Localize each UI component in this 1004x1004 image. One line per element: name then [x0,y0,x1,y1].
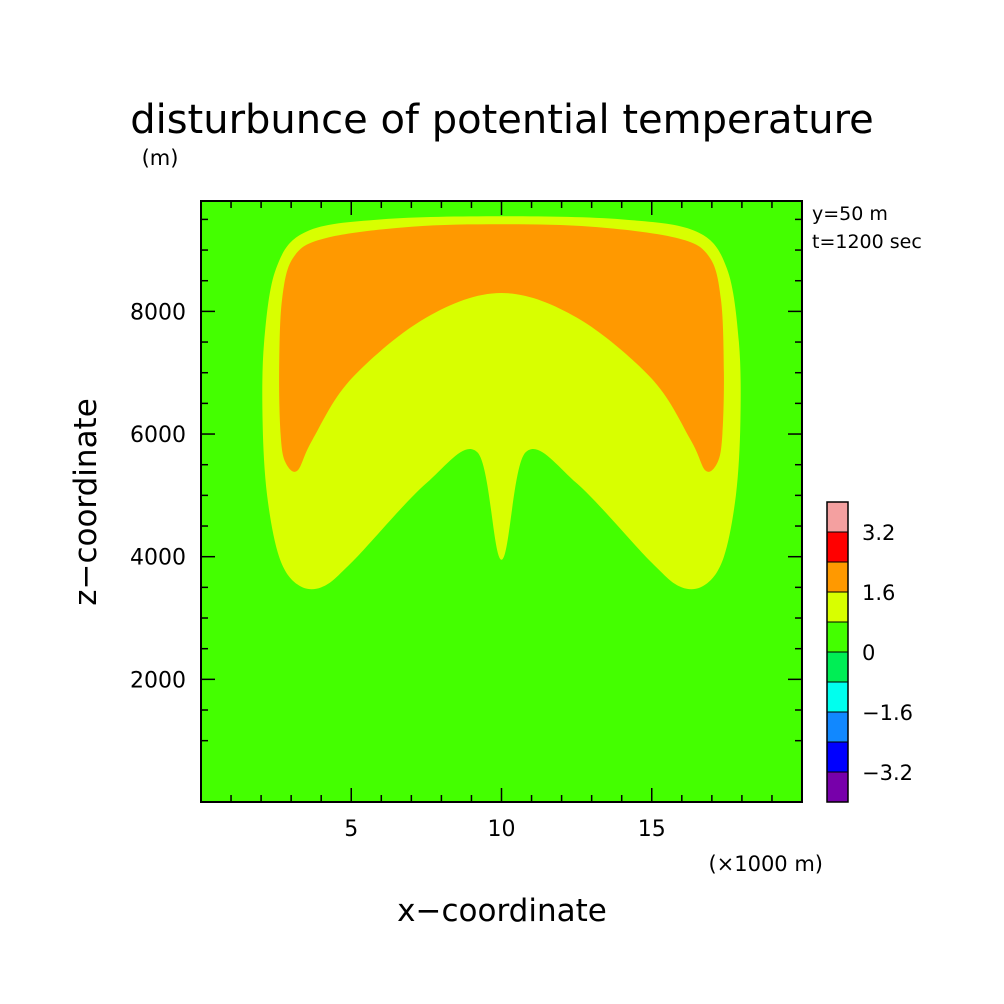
unit-label: (m) [142,146,179,170]
y-axis-label: z−coordinate [68,398,104,606]
x-tick-label: 10 [488,817,516,842]
colorbar-swatch [826,741,849,773]
plot-area [201,201,802,802]
x-tick-label: 15 [638,817,666,842]
colorbar-swatch [826,501,849,533]
colorbar-swatch [826,561,849,593]
colorbar-swatch [826,711,849,743]
colorbar-swatch [826,591,849,623]
colorbar [826,501,849,803]
colorbar-label: −3.2 [862,761,913,785]
y-tick-label: 6000 [130,423,186,448]
x-tick-label: 5 [344,817,358,842]
colorbar-swatch [826,531,849,563]
y-tick-label: 4000 [130,546,186,571]
y-tick-label: 8000 [130,300,186,325]
chart-title: disturbunce of potential temperature [130,97,874,143]
colorbar-label: 1.6 [862,581,895,605]
colorbar-label: 0 [862,641,875,665]
annotation-y: y=50 m [812,203,888,225]
contour-region-2 [279,224,724,472]
colorbar-label: −1.6 [862,701,913,725]
colorbar-label: 3.2 [862,521,895,545]
colorbar-swatch [826,681,849,713]
y-tick-label: 2000 [130,668,186,693]
contour-regions [262,216,741,590]
x-unit-label: (×1000 m) [708,852,823,876]
colorbar-frame [826,501,849,803]
colorbar-swatch [826,651,849,683]
annotation-t: t=1200 sec [812,231,922,253]
colorbar-swatch [826,771,849,803]
colorbar-labels: 3.2 1.6 0 −1.6 −3.2 [862,521,913,785]
axis-ticks [201,201,802,802]
x-axis-label: x−coordinate [397,893,607,929]
axis-tick-labels: 5 10 15 2000 4000 6000 8000 [130,300,666,842]
colorbar-swatch [826,621,849,653]
